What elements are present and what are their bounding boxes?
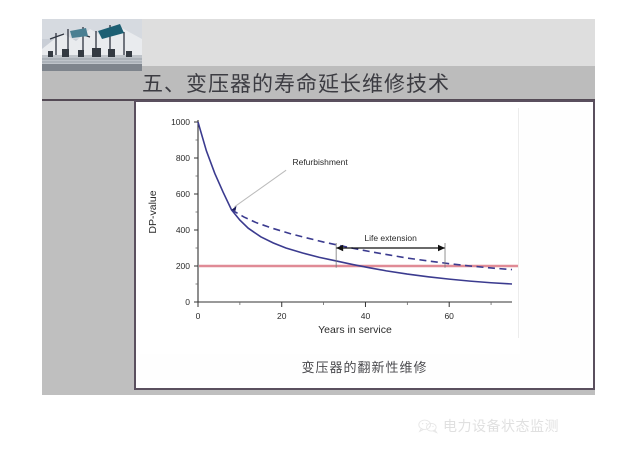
watermark: 电力设备状态监测 [418,416,559,436]
dp-value-chart-svg: 0 200 400 600 800 1000 0 20 40 60 Years in service… [140,106,520,354]
annotation-label: Refurbishment [292,157,348,167]
substation-photo-thumbnail [42,19,142,71]
x-tick-label: 20 [277,311,287,321]
series-dashed-line [231,209,513,271]
annotation-label: Life extension [364,233,417,243]
x-axis-title: Years in service [318,324,392,336]
series-solid-line [197,121,513,285]
figure-caption: 变压器的翻新性维修 [301,360,428,375]
watermark-text: 电力设备状态监测 [443,418,559,434]
x-tick-label: 0 [196,311,201,321]
y-tick-label: 800 [176,153,190,163]
y-tick-label: 600 [176,189,190,199]
header-band-bottom [42,66,595,99]
annotation-leader-line [234,169,287,208]
annotation-arrowhead [231,205,237,211]
y-tick-label: 400 [176,225,190,235]
y-tick-label: 200 [176,261,190,271]
y-axis-title: DP-value [147,190,159,233]
x-tick-label: 60 [444,311,454,321]
y-tick-label: 0 [185,297,190,307]
figure-edge-line [518,108,519,338]
arrowhead-right [438,244,446,252]
page-title: 五、变压器的寿命延长维修技术 [142,72,450,96]
substation-photo-icon [42,19,142,71]
content-card: 0 200 400 600 800 1000 0 20 40 60 Years in service… [134,100,595,390]
y-tick-label: 1000 [171,117,190,127]
x-tick-label: 40 [361,311,371,321]
wechat-icon [418,419,438,434]
arrowhead-left [336,244,344,252]
dp-value-chart: 0 200 400 600 800 1000 0 20 40 60 Years in service… [140,106,520,354]
